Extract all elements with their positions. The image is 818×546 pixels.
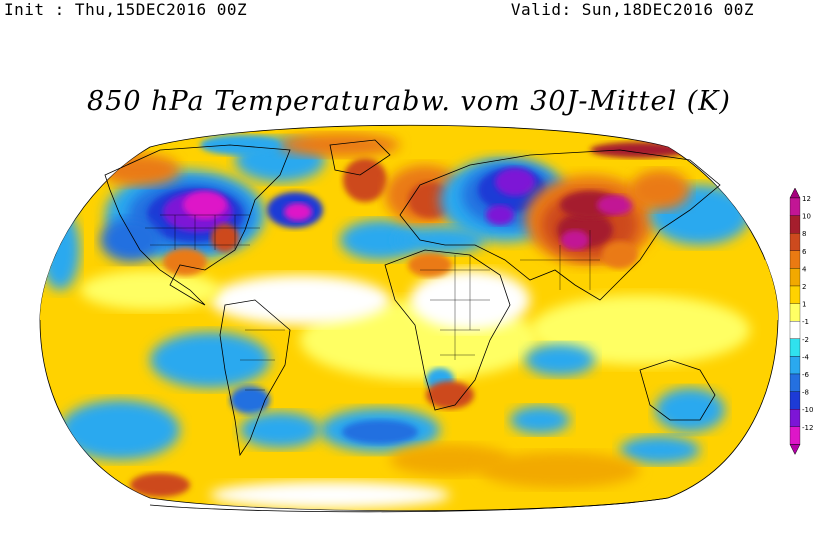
coastlines [104, 139, 721, 513]
colorbar-swatch [789, 215, 801, 234]
colorbar-swatch [789, 338, 801, 357]
colorbar: 12 10 8 6 4 2 1 -1 -2 -4 -6 -8 -10 -12 [789, 188, 813, 455]
colorbar-tick-label: 4 [802, 265, 807, 273]
colorbar-tick-label: 2 [802, 283, 806, 291]
colorbar-swatch [789, 409, 801, 427]
colorbar-swatch [789, 285, 801, 304]
colorbar-bottom-arrow [789, 444, 801, 455]
colorbar-tick-label: -6 [802, 371, 810, 379]
valid-time-label: Valid: Sun,18DEC2016 00Z [510, 0, 754, 19]
init-time-label: Init : Thu,15DEC2016 00Z [4, 0, 248, 19]
colorbar-tick-label: -8 [802, 389, 809, 397]
colorbar-swatch [789, 233, 801, 251]
colorbar-swatch [789, 321, 801, 339]
colorbar-swatch [789, 373, 801, 392]
colorbar-swatch [789, 197, 801, 216]
colorbar-swatch [789, 356, 801, 375]
colorbar-swatch [789, 250, 801, 269]
colorbar-swatch [789, 426, 801, 445]
colorbar-tick-label: 6 [802, 248, 807, 256]
colorbar-swatch [789, 391, 801, 410]
anomaly-field [40, 133, 779, 509]
colorbar-tick-label: -12 [802, 424, 813, 432]
colorbar-tick-label: -2 [802, 336, 809, 344]
colorbar-tick-label: 1 [802, 301, 806, 309]
colorbar-tick-label: -10 [802, 406, 813, 414]
colorbar-swatch [789, 303, 801, 322]
map-title: 850 hPa Temperaturabw. vom 30J-Mittel (K… [87, 86, 731, 117]
colorbar-tick-label: 8 [802, 230, 806, 238]
colorbar-swatch [789, 268, 801, 287]
colorbar-tick-label: -4 [802, 353, 810, 361]
colorbar-tick-label: -1 [802, 318, 809, 326]
colorbar-top-arrow [789, 188, 801, 199]
country-borders [145, 214, 600, 391]
colorbar-tick-label: 12 [802, 195, 811, 203]
colorbar-tick-label: 10 [802, 213, 811, 221]
